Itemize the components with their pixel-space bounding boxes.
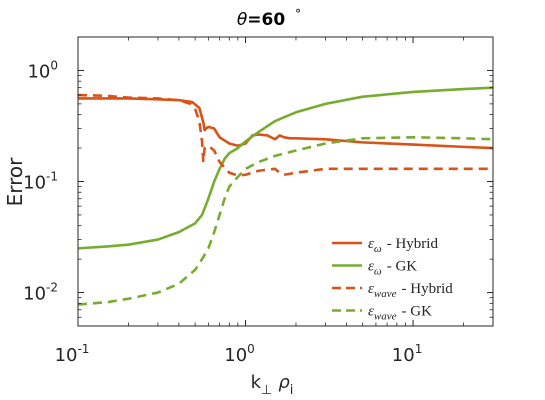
y-tick-label: 10-2: [23, 281, 58, 305]
series-line-4: [77, 136, 494, 306]
series-line-3: [77, 93, 493, 177]
chart-title: θ=60 °: [237, 7, 301, 30]
tick-layer: 10-1 100 101 10-2 10-1 100: [23, 37, 493, 366]
legend-label-3: εwave - Hybrid: [368, 281, 453, 300]
x-tick-label: 100: [224, 342, 255, 366]
legend: εω - Hybrid εω - GK εwave - Hybrid εwave - GK: [332, 236, 453, 323]
x-tick-label: 10-1: [55, 342, 90, 366]
y-tick-label: 100: [27, 58, 58, 82]
y-axis-label: Error: [3, 157, 27, 207]
series-line-1: [78, 97, 494, 150]
y-tick-label: 10-1: [23, 170, 58, 194]
legend-label-2: εω - GK: [368, 259, 417, 278]
x-axis-label: k⊥ ρi: [251, 372, 294, 398]
x-tick-label: 101: [392, 342, 423, 366]
legend-label-4: εwave - GK: [368, 304, 432, 323]
series-layer: [77, 86, 494, 306]
series-line-2: [77, 86, 494, 250]
plot-area: [78, 37, 493, 326]
legend-label-1: εω - Hybrid: [368, 236, 438, 255]
